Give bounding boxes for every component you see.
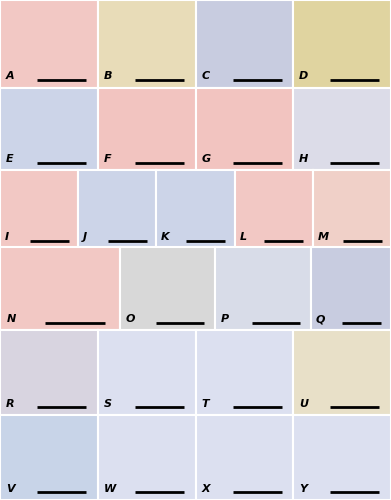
Text: U: U [299,399,308,409]
Text: S: S [104,399,111,409]
Text: M: M [317,232,328,242]
Text: F: F [104,154,111,164]
Text: P: P [221,314,229,324]
Text: V: V [6,484,14,494]
Text: B: B [104,72,112,82]
Text: R: R [6,399,14,409]
Text: K: K [161,232,170,242]
Text: Y: Y [299,484,307,494]
Text: N: N [7,314,16,324]
Text: L: L [239,232,246,242]
Text: I: I [5,232,9,242]
Text: T: T [201,399,209,409]
Text: W: W [104,484,116,494]
Text: O: O [126,314,135,324]
Text: E: E [6,154,14,164]
Text: A: A [6,72,14,82]
Text: H: H [299,154,308,164]
Text: G: G [201,154,210,164]
Text: J: J [83,232,87,242]
Text: C: C [201,72,210,82]
Text: Q: Q [316,314,325,324]
Text: X: X [201,484,210,494]
Text: D: D [299,72,308,82]
